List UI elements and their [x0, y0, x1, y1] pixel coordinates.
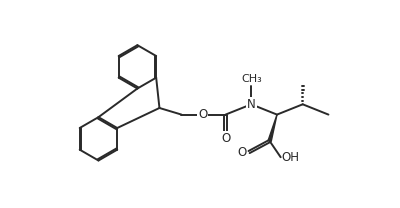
- Text: O: O: [237, 146, 246, 158]
- Text: N: N: [247, 98, 256, 111]
- Text: OH: OH: [282, 151, 300, 164]
- Text: CH₃: CH₃: [241, 74, 262, 84]
- Text: O: O: [221, 132, 230, 145]
- Polygon shape: [268, 115, 277, 141]
- Text: O: O: [198, 108, 208, 121]
